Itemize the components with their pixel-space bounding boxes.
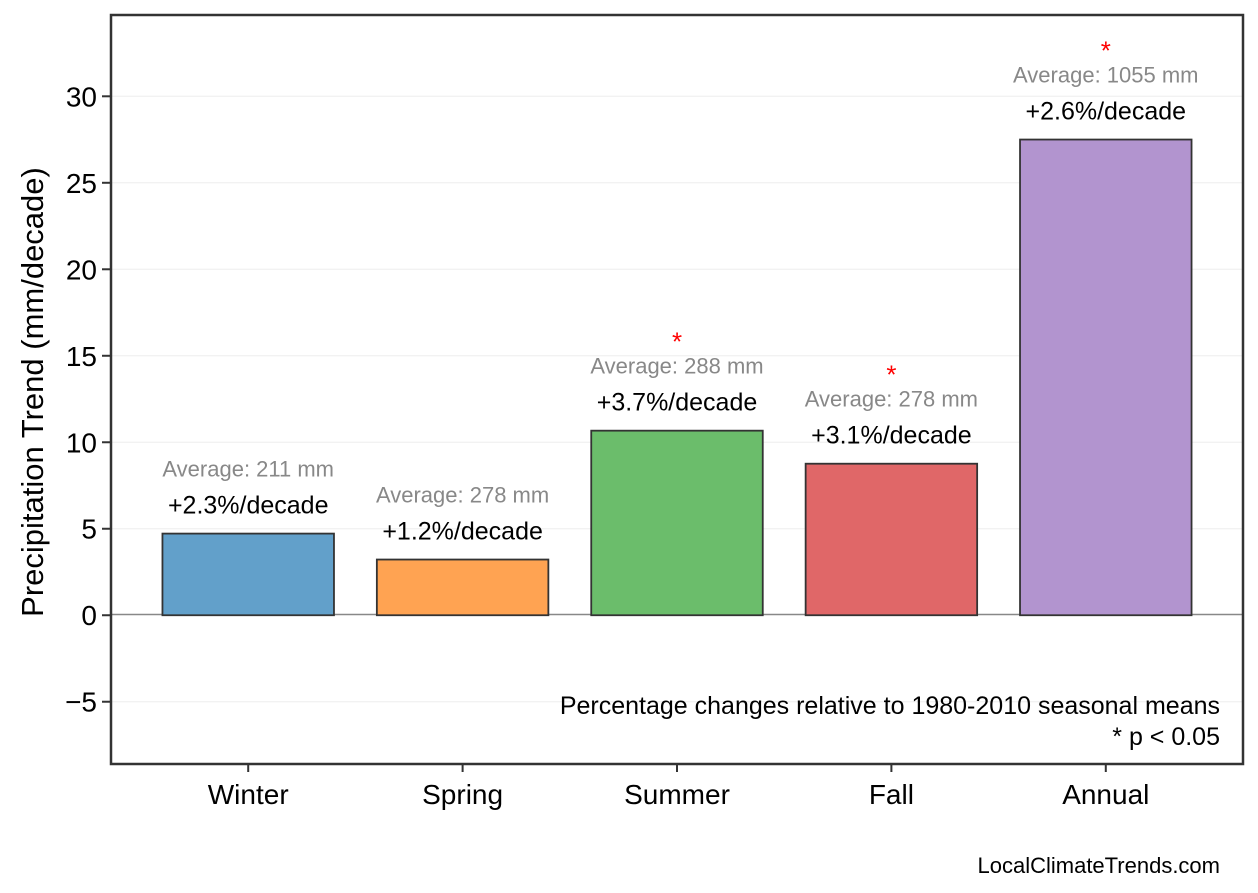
y-axis-label: Precipitation Trend (mm/decade) xyxy=(15,167,50,617)
bar-spring xyxy=(375,558,550,617)
average-label: Average: 288 mm xyxy=(590,354,763,379)
pct-label: +3.7%/decade xyxy=(597,389,758,417)
pct-label: +3.1%/decade xyxy=(811,422,972,450)
y-tick-label: −5 xyxy=(65,687,97,718)
x-tick-label: Spring xyxy=(422,779,503,810)
x-axis-ticks: Winter Spring Summer Fall Annual xyxy=(208,764,1149,810)
x-tick-label: Winter xyxy=(208,779,289,810)
y-tick-label: 20 xyxy=(66,254,97,285)
pct-label: +2.6%/decade xyxy=(1026,98,1187,126)
bar-annual xyxy=(1019,138,1193,617)
pct-label: +2.3%/decade xyxy=(168,492,329,520)
significance-marker: * xyxy=(886,360,896,390)
y-tick-label: 15 xyxy=(66,341,97,372)
average-label: Average: 1055 mm xyxy=(1013,63,1198,88)
bar-summer xyxy=(590,429,764,617)
y-tick-label: 30 xyxy=(66,81,97,112)
y-axis-ticks: −5 0 5 10 15 20 25 30 xyxy=(65,81,111,718)
bar-winter xyxy=(161,532,335,617)
pct-label: +1.2%/decade xyxy=(382,518,543,546)
significance-marker: * xyxy=(672,327,682,357)
y-tick-label: 10 xyxy=(66,427,97,458)
bar-labels: +2.3%/decade Average: 211 mm +1.2%/decade A… xyxy=(162,36,1198,546)
average-label: Average: 278 mm xyxy=(376,483,549,508)
average-label: Average: 278 mm xyxy=(805,387,978,412)
credit-text: LocalClimateTrends.com xyxy=(978,853,1221,878)
x-tick-label: Fall xyxy=(869,779,914,810)
annotation-significance: * p < 0.05 xyxy=(1112,723,1220,751)
significance-marker: * xyxy=(1101,36,1111,66)
y-tick-label: 5 xyxy=(81,514,97,545)
bar-fall xyxy=(804,462,979,617)
annotation-note: Percentage changes relative to 1980-2010… xyxy=(560,692,1220,720)
average-label: Average: 211 mm xyxy=(162,457,334,482)
y-tick-label: 25 xyxy=(66,168,97,199)
x-tick-label: Annual xyxy=(1062,779,1149,810)
y-tick-label: 0 xyxy=(81,600,97,631)
bars xyxy=(161,138,1193,617)
x-tick-label: Summer xyxy=(624,779,730,810)
